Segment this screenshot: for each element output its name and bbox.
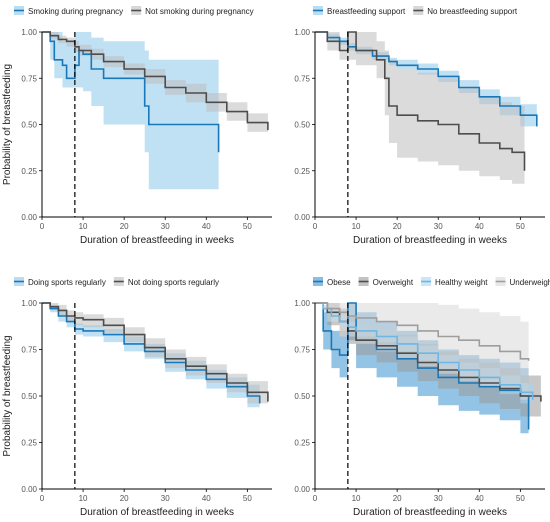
y-tick-label: 0.25 [294, 167, 310, 176]
y-tick-label: 0.75 [21, 74, 37, 83]
x-tick-label: 0 [313, 494, 318, 503]
x-tick-label: 20 [120, 494, 129, 503]
x-tick-label: 10 [352, 222, 361, 231]
y-axis-title: Probability of breastfeeding [2, 64, 13, 185]
chart-panel-2: 0.00 0.25 0.50 0.75 1.00 0 10 20 30 40 50 Duration … [294, 6, 545, 246]
chart-panel-3: 0.00 0.25 0.50 0.75 1.00 0 10 20 30 40 50 Duration … [2, 277, 272, 518]
legend-label-3: Healthy weight [435, 278, 488, 287]
x-tick-label: 40 [475, 494, 484, 503]
x-tick-label: 30 [161, 222, 170, 231]
x-tick-label: 0 [40, 494, 45, 503]
x-tick-label: 50 [516, 494, 525, 503]
legend-label-1: Obese [327, 278, 351, 287]
y-tick-label: 0.50 [21, 121, 37, 130]
confidence-band-4 [315, 303, 529, 406]
x-tick-label: 30 [434, 222, 443, 231]
y-tick-label: 0.50 [294, 392, 310, 401]
x-tick-label: 0 [313, 222, 318, 231]
y-tick-label: 0.00 [21, 485, 37, 494]
legend-label-1: Smoking during pregnancy [28, 7, 123, 16]
y-tick-label: 0.00 [294, 485, 310, 494]
y-tick-label: 0.00 [294, 213, 310, 222]
legend-label-2: Not smoking during pregnancy [145, 7, 254, 16]
x-axis-title: Duration of breastfeeding in weeks [353, 507, 507, 518]
legend-label-2: No breastfeeding support [427, 7, 518, 16]
series-line-3 [315, 302, 534, 400]
x-tick-label: 10 [352, 494, 361, 503]
series-line-2 [42, 302, 269, 402]
x-tick-label: 20 [120, 222, 129, 231]
legend: Breastfeeding support No breastfeeding su… [313, 6, 518, 16]
x-tick-label: 10 [79, 222, 88, 231]
x-tick-label: 0 [40, 222, 45, 231]
legend-label-4: Underweight [510, 278, 550, 287]
x-tick-label: 20 [393, 222, 402, 231]
confidence-band-2 [315, 32, 525, 190]
y-tick-label: 0.75 [21, 346, 37, 355]
x-tick-label: 20 [393, 494, 402, 503]
series-line-2 [42, 31, 269, 131]
y-tick-label: 1.00 [294, 28, 310, 37]
legend-label-2: Overweight [373, 278, 414, 287]
y-tick-label: 0.25 [21, 439, 37, 448]
y-tick-label: 1.00 [294, 299, 310, 308]
x-axis-title: Duration of breastfeeding in weeks [80, 235, 234, 246]
x-tick-label: 50 [516, 222, 525, 231]
series-line-4 [315, 302, 530, 361]
legend-label-1: Doing sports regularly [28, 278, 106, 287]
y-tick-label: 0.75 [294, 346, 310, 355]
x-tick-label: 50 [243, 222, 252, 231]
y-tick-label: 0.75 [294, 74, 310, 83]
confidence-band-1 [42, 32, 219, 190]
confidence-band-2 [42, 32, 268, 140]
x-tick-label: 40 [475, 222, 484, 231]
legend: Obese Overweight Healthy weight Underweight [313, 277, 550, 287]
legend-label-2: Not doing sports regularly [128, 278, 219, 287]
x-axis-title: Duration of breastfeeding in weeks [80, 507, 234, 518]
y-tick-label: 1.00 [21, 28, 37, 37]
y-tick-label: 1.00 [21, 299, 37, 308]
x-axis-title: Duration of breastfeeding in weeks [353, 235, 507, 246]
legend-label-1: Breastfeeding support [327, 7, 406, 16]
x-tick-label: 30 [434, 494, 443, 503]
y-tick-label: 0.25 [21, 167, 37, 176]
chart-panel-1: 0.00 0.25 0.50 0.75 1.00 0 10 20 30 40 50 Duration … [2, 6, 272, 246]
x-tick-label: 50 [243, 494, 252, 503]
y-tick-label: 0.50 [21, 392, 37, 401]
confidence-band-2 [42, 303, 268, 413]
legend: Doing sports regularly Not doing sports r… [14, 277, 219, 287]
y-tick-label: 0.50 [294, 121, 310, 130]
x-tick-label: 10 [79, 494, 88, 503]
y-tick-label: 0.25 [294, 439, 310, 448]
y-axis-title: Probability of breastfeeding [2, 335, 13, 456]
y-tick-label: 0.00 [21, 213, 37, 222]
x-tick-label: 30 [161, 494, 170, 503]
chart-panel-4: 0.00 0.25 0.50 0.75 1.00 0 10 20 30 40 50 Duration … [294, 277, 550, 518]
x-tick-label: 40 [202, 222, 211, 231]
series-line-1 [315, 31, 538, 127]
x-tick-label: 40 [202, 494, 211, 503]
legend: Smoking during pregnancy Not smoking duri… [14, 6, 254, 16]
